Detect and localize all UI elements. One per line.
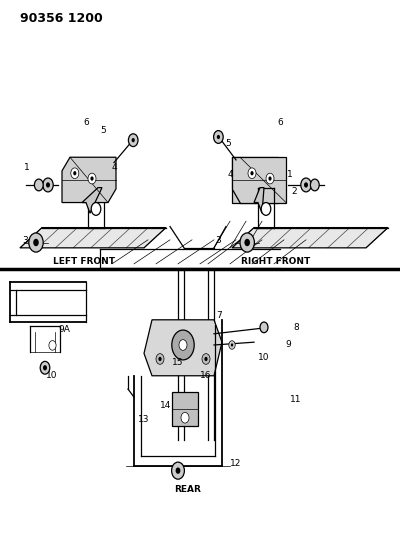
- Text: 10: 10: [46, 372, 58, 380]
- Polygon shape: [232, 157, 278, 203]
- Text: LEFT FRONT: LEFT FRONT: [53, 257, 115, 266]
- Text: 5: 5: [100, 126, 106, 135]
- Polygon shape: [172, 392, 198, 426]
- Circle shape: [71, 168, 79, 179]
- Polygon shape: [62, 157, 116, 203]
- Text: REAR: REAR: [174, 485, 202, 494]
- Circle shape: [214, 131, 223, 143]
- Text: 6: 6: [277, 118, 283, 127]
- Circle shape: [181, 413, 189, 423]
- Text: 16: 16: [200, 372, 212, 380]
- Text: 2: 2: [291, 188, 297, 196]
- Circle shape: [33, 239, 39, 246]
- Circle shape: [40, 361, 50, 374]
- Text: 3: 3: [22, 237, 28, 245]
- Circle shape: [217, 135, 220, 139]
- Polygon shape: [232, 157, 286, 203]
- Text: 1: 1: [24, 164, 30, 172]
- Polygon shape: [20, 228, 166, 248]
- Circle shape: [88, 173, 96, 184]
- Circle shape: [90, 176, 94, 181]
- Polygon shape: [254, 188, 264, 213]
- Circle shape: [43, 178, 53, 192]
- Text: 13: 13: [138, 415, 150, 424]
- Circle shape: [266, 173, 274, 184]
- Circle shape: [240, 233, 254, 252]
- Text: 4: 4: [227, 171, 233, 179]
- Circle shape: [204, 357, 208, 361]
- Text: 9A: 9A: [59, 325, 71, 334]
- Circle shape: [156, 354, 164, 365]
- Polygon shape: [144, 320, 222, 376]
- Text: 11: 11: [290, 395, 302, 404]
- Circle shape: [73, 171, 76, 175]
- Text: 14: 14: [160, 401, 172, 409]
- Circle shape: [250, 171, 254, 175]
- Text: RIGHT FRONT: RIGHT FRONT: [241, 257, 311, 266]
- Circle shape: [172, 462, 184, 479]
- Circle shape: [248, 168, 256, 179]
- Circle shape: [29, 233, 43, 252]
- Circle shape: [229, 341, 235, 349]
- Circle shape: [34, 179, 43, 191]
- Circle shape: [231, 343, 233, 346]
- Text: 1: 1: [287, 171, 293, 179]
- Circle shape: [43, 365, 47, 370]
- Text: 12: 12: [230, 459, 242, 468]
- Circle shape: [128, 134, 138, 147]
- Circle shape: [132, 138, 135, 142]
- Circle shape: [179, 340, 187, 350]
- Text: 9: 9: [285, 341, 291, 349]
- Text: 3: 3: [215, 237, 221, 245]
- Text: 90356 1200: 90356 1200: [20, 12, 103, 25]
- Circle shape: [49, 341, 56, 350]
- Circle shape: [46, 182, 50, 188]
- Circle shape: [202, 354, 210, 365]
- Text: 10: 10: [258, 353, 270, 361]
- Circle shape: [176, 467, 180, 474]
- Text: 7: 7: [216, 311, 222, 320]
- Circle shape: [268, 176, 272, 181]
- Text: 5: 5: [225, 140, 231, 148]
- Circle shape: [158, 357, 162, 361]
- Circle shape: [304, 182, 308, 188]
- Polygon shape: [232, 228, 388, 248]
- Text: 2: 2: [34, 182, 40, 191]
- Text: 4: 4: [111, 164, 117, 172]
- Circle shape: [91, 203, 101, 215]
- Circle shape: [261, 203, 271, 215]
- Circle shape: [310, 179, 319, 191]
- Text: 6: 6: [83, 118, 89, 127]
- Text: 15: 15: [172, 358, 184, 367]
- Circle shape: [301, 178, 311, 192]
- Polygon shape: [82, 188, 102, 213]
- Circle shape: [244, 239, 250, 246]
- Circle shape: [172, 330, 194, 360]
- Circle shape: [260, 322, 268, 333]
- Text: 8: 8: [293, 324, 299, 332]
